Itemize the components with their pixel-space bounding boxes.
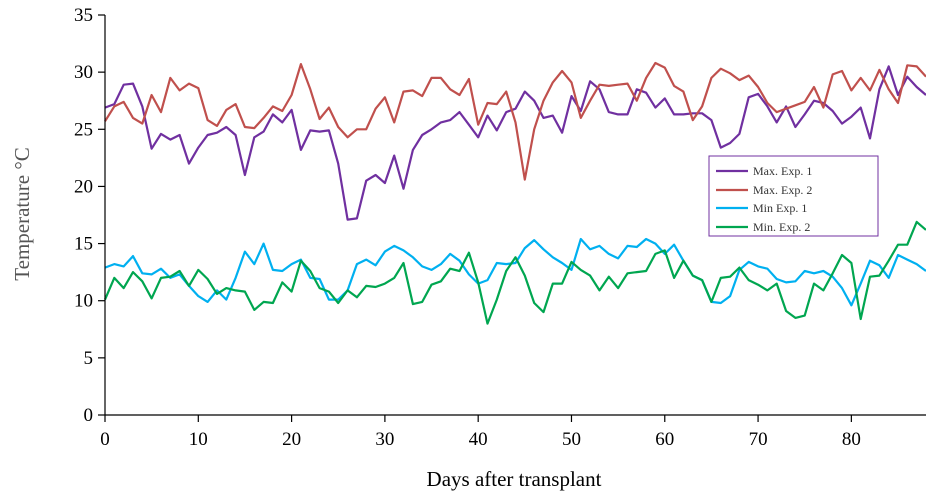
series-line-2 bbox=[104, 61, 926, 181]
x-tick-label: 40 bbox=[469, 429, 488, 450]
series-line-4 bbox=[103, 220, 926, 325]
y-axis-title: Temperature °C bbox=[10, 147, 34, 280]
x-tick-label: 0 bbox=[100, 429, 110, 450]
legend-items: Max. Exp. 1 Max. Exp. 2 Min Exp. 1 Min. Exp… bbox=[716, 164, 812, 234]
x-tick-label: 50 bbox=[562, 429, 581, 450]
series-line-3 bbox=[104, 237, 926, 307]
x-tick-label: 60 bbox=[655, 429, 674, 450]
x-tick-label: 20 bbox=[282, 429, 301, 450]
y-tick-label: 5 bbox=[84, 348, 94, 369]
x-tick-label: 80 bbox=[842, 429, 861, 450]
x-axis-title: Days after transplant bbox=[427, 467, 602, 491]
legend: Max. Exp. 1 Max. Exp. 2 Min Exp. 1 Min. Exp… bbox=[708, 155, 879, 237]
legend-box bbox=[708, 155, 879, 237]
y-axis-ticks: 0 5 10 15 20 25 30 35 bbox=[74, 5, 105, 426]
x-axis-ticks: 0 10 20 30 40 50 60 70 80 bbox=[100, 415, 861, 450]
x-tick-label: 70 bbox=[749, 429, 768, 450]
x-tick-label: 30 bbox=[375, 429, 394, 450]
y-tick-label: 35 bbox=[74, 5, 93, 26]
legend-label: Max. Exp. 1 bbox=[753, 164, 812, 178]
x-tick-label: 10 bbox=[189, 429, 208, 450]
y-tick-label: 25 bbox=[74, 119, 93, 140]
legend-label: Max. Exp. 2 bbox=[753, 183, 812, 197]
y-tick-label: 15 bbox=[74, 234, 93, 255]
series-line-1 bbox=[104, 65, 926, 221]
series-lines bbox=[103, 61, 926, 325]
y-tick-label: 20 bbox=[74, 176, 93, 197]
legend-label: Min. Exp. 2 bbox=[753, 220, 810, 234]
legend-label: Min Exp. 1 bbox=[753, 201, 807, 215]
y-tick-label: 0 bbox=[84, 405, 94, 426]
plot-area: 0 5 10 15 20 25 30 35 0 10 20 30 40 50 60 70 80 bbox=[74, 5, 926, 450]
y-tick-label: 30 bbox=[74, 62, 93, 83]
y-tick-label: 10 bbox=[74, 291, 93, 312]
